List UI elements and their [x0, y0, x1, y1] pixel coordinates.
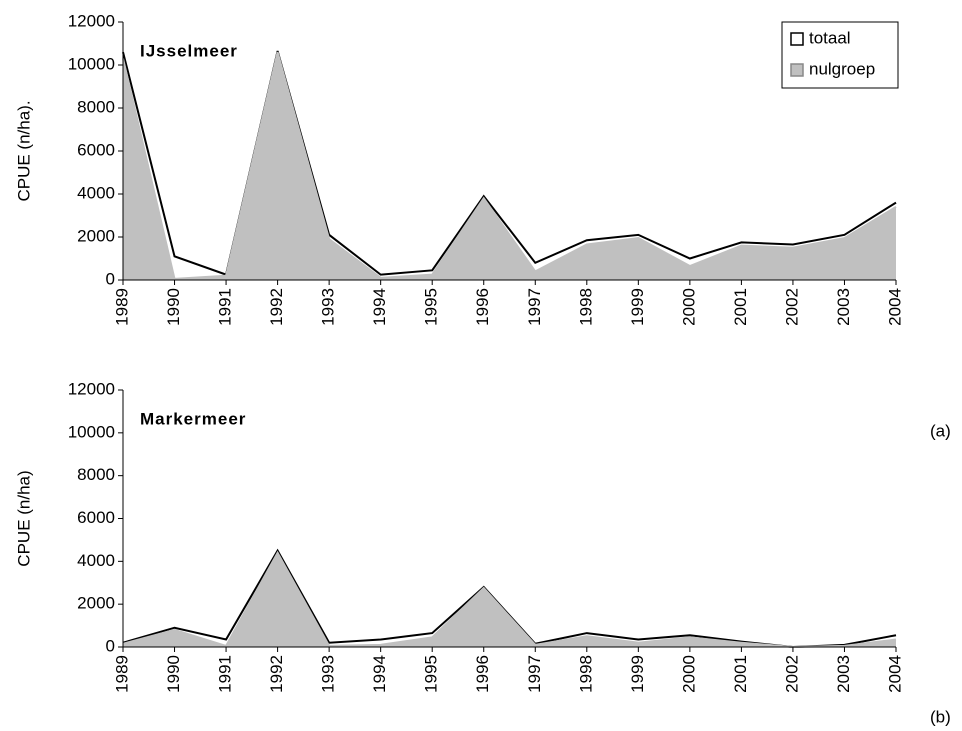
x-tick-label: 1989: [112, 655, 131, 693]
y-tick-label: 6000: [77, 140, 115, 159]
x-tick-label: 1995: [422, 655, 441, 693]
x-tick-label: 1989: [112, 288, 131, 326]
x-tick-label: 1996: [473, 288, 492, 326]
panel-label: (a): [930, 421, 951, 440]
x-tick-label: 1992: [267, 655, 286, 693]
x-tick-label: 2001: [731, 655, 750, 693]
legend-label: totaal: [809, 28, 851, 47]
series-line: [122, 550, 897, 649]
x-tick-label: 1998: [576, 655, 595, 693]
legend-swatch: [790, 63, 804, 77]
x-tick-label: 1993: [319, 288, 338, 326]
x-tick-label: 2001: [731, 288, 750, 326]
x-tick-label: 1999: [628, 655, 647, 693]
y-tick-label: 0: [106, 269, 115, 288]
x-tick-label: 1991: [216, 655, 235, 693]
x-tick-label: 2003: [834, 288, 853, 326]
y-tick-label: 10000: [68, 54, 115, 73]
y-tick-label: 8000: [77, 465, 115, 484]
x-tick-label: 1998: [576, 288, 595, 326]
legend-swatch: [790, 32, 804, 46]
y-tick-label: 2000: [77, 226, 115, 245]
x-tick-label: 1990: [164, 288, 183, 326]
y-tick-label: 6000: [77, 508, 115, 527]
y-tick-label: 4000: [77, 551, 115, 570]
x-tick-label: 1990: [164, 655, 183, 693]
y-tick-label: 12000: [68, 11, 115, 30]
y-tick-label: 12000: [68, 379, 115, 398]
series-line: [122, 51, 897, 280]
x-tick-label: 2000: [679, 655, 698, 693]
x-tick-label: 1994: [370, 288, 389, 326]
x-tick-label: 2002: [782, 288, 801, 326]
x-tick-label: 1997: [525, 288, 544, 326]
chart-title: IJsselmeer: [140, 41, 238, 60]
y-tick-label: 10000: [68, 422, 115, 441]
area-fill: [123, 52, 896, 280]
x-tick-label: 2004: [885, 288, 904, 326]
chart-title: Markermeer: [140, 409, 246, 428]
x-tick-label: 2003: [834, 655, 853, 693]
panel-label: (b): [930, 707, 951, 726]
x-tick-label: 2004: [885, 655, 904, 693]
y-tick-label: 8000: [77, 97, 115, 116]
y-tick-label: 4000: [77, 183, 115, 202]
x-tick-label: 1997: [525, 655, 544, 693]
y-tick-label: 0: [106, 636, 115, 655]
x-tick-label: 1991: [216, 288, 235, 326]
y-tick-label: 2000: [77, 594, 115, 613]
x-tick-label: 1999: [628, 288, 647, 326]
x-tick-label: 1993: [319, 655, 338, 693]
x-tick-label: 1994: [370, 655, 389, 693]
x-tick-label: 1996: [473, 655, 492, 693]
x-tick-label: 2000: [679, 288, 698, 326]
y-axis-label: CPUE (n/ha).: [14, 100, 33, 201]
x-tick-label: 2002: [782, 655, 801, 693]
y-axis-label: CPUE (n/ha): [14, 470, 33, 566]
area-fill: [123, 552, 896, 647]
x-tick-label: 1995: [422, 288, 441, 326]
x-tick-label: 1992: [267, 288, 286, 326]
legend-label: nulgroep: [809, 59, 875, 78]
